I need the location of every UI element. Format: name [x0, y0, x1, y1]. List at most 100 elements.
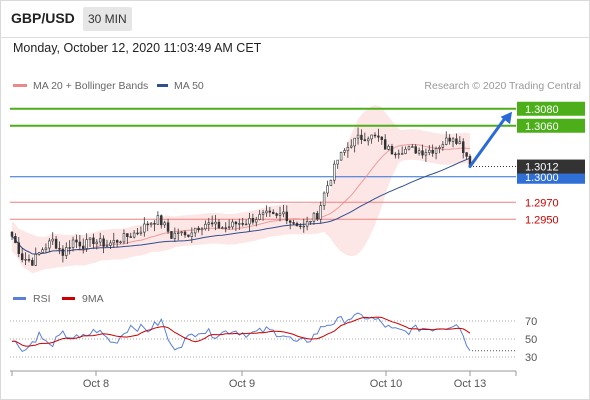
candle-body [326, 185, 329, 194]
candle-body [268, 210, 272, 213]
candle [88, 237, 92, 248]
rsi-level-label: 70 [525, 316, 537, 328]
level-tag-target-0 [517, 101, 585, 116]
rsi-panel: 70 50 30 [10, 312, 537, 364]
candle-body [51, 238, 54, 242]
candle [146, 220, 149, 232]
candle-body [370, 134, 373, 140]
candle-body [17, 242, 21, 254]
candle [350, 139, 353, 149]
candle-body [217, 221, 221, 229]
candle [461, 138, 465, 159]
rsi-level-label: 30 [525, 352, 537, 364]
candle-body [445, 137, 448, 145]
candle [27, 254, 31, 263]
candle-body [102, 238, 105, 247]
chart-header: GBP/USD 30 MIN [0, 0, 590, 38]
candle-body [163, 222, 166, 226]
candle-body [48, 240, 51, 249]
timeframe-button[interactable]: 30 MIN [83, 7, 132, 31]
candle-body [458, 141, 462, 144]
candle [411, 144, 414, 148]
legend-bollinger-label: MA 20 + Bollinger Bands [33, 80, 149, 92]
candle-body [82, 245, 85, 249]
candle [136, 227, 139, 236]
candle [285, 205, 289, 225]
candle [326, 180, 329, 197]
candle [295, 221, 299, 227]
candle-body [441, 144, 445, 148]
candle-body [373, 134, 377, 137]
candle-body [177, 232, 180, 234]
candle [261, 209, 265, 221]
candle [78, 235, 82, 251]
candle [102, 235, 105, 254]
candle-body [434, 148, 438, 154]
candle-body [417, 150, 421, 154]
candle [343, 148, 346, 156]
candle-body [37, 252, 41, 255]
candle-body [170, 231, 173, 239]
candle [143, 217, 146, 237]
candle [20, 248, 24, 263]
candle [417, 147, 421, 156]
candle [129, 232, 132, 238]
candle [227, 219, 231, 230]
candle [37, 251, 41, 256]
candle [58, 241, 61, 255]
candle [217, 219, 221, 229]
candle-body [339, 152, 343, 161]
candle-body [126, 233, 129, 238]
candle [366, 136, 370, 146]
projection-arrow-head [500, 111, 512, 125]
candle-body [10, 231, 14, 237]
candle-body [424, 152, 428, 156]
candle [265, 205, 268, 217]
level-label-pivot-2: 1.3000 [525, 172, 559, 184]
candle [109, 240, 112, 250]
candle-body [14, 236, 17, 244]
candle [305, 216, 309, 231]
candle-body [363, 139, 367, 142]
candle-body [160, 215, 163, 226]
candle-body [24, 259, 27, 261]
candle-body [119, 241, 122, 243]
candle [302, 218, 305, 233]
candle-body [197, 227, 200, 231]
candle [404, 146, 407, 155]
rsi-legend-label: RSI [33, 293, 51, 305]
candle [204, 220, 207, 231]
candle-body [329, 179, 333, 187]
candle [34, 247, 37, 266]
candle [312, 212, 316, 225]
candle-body [394, 153, 397, 156]
research-credit: Research © 2020 Trading Central [424, 80, 581, 92]
candle-body [292, 222, 295, 224]
candle [455, 133, 458, 146]
candle [207, 218, 211, 232]
candle [82, 238, 85, 254]
candle-body [261, 212, 265, 215]
candle-body [397, 153, 400, 155]
candle [112, 232, 116, 248]
candle [431, 144, 434, 157]
candle [200, 226, 204, 236]
candle [190, 227, 194, 244]
rsi-ma9-line [12, 316, 471, 347]
candle-body [302, 225, 305, 228]
legend-ma50-label: MA 50 [174, 80, 204, 92]
level-label-target-0: 1.3080 [525, 104, 559, 116]
candle-body [380, 136, 384, 140]
level-tag-target-1 [517, 118, 585, 133]
projection-arrow-line [468, 115, 508, 169]
candle [316, 210, 319, 222]
level-label-target-1: 1.3060 [525, 121, 559, 133]
candle-body [234, 221, 238, 225]
candle-body [129, 236, 132, 238]
candle-body [20, 253, 24, 260]
candle-body [265, 210, 268, 214]
candle-body [356, 134, 360, 139]
candle-body [305, 221, 309, 227]
candle [170, 231, 173, 239]
candle [363, 132, 367, 142]
